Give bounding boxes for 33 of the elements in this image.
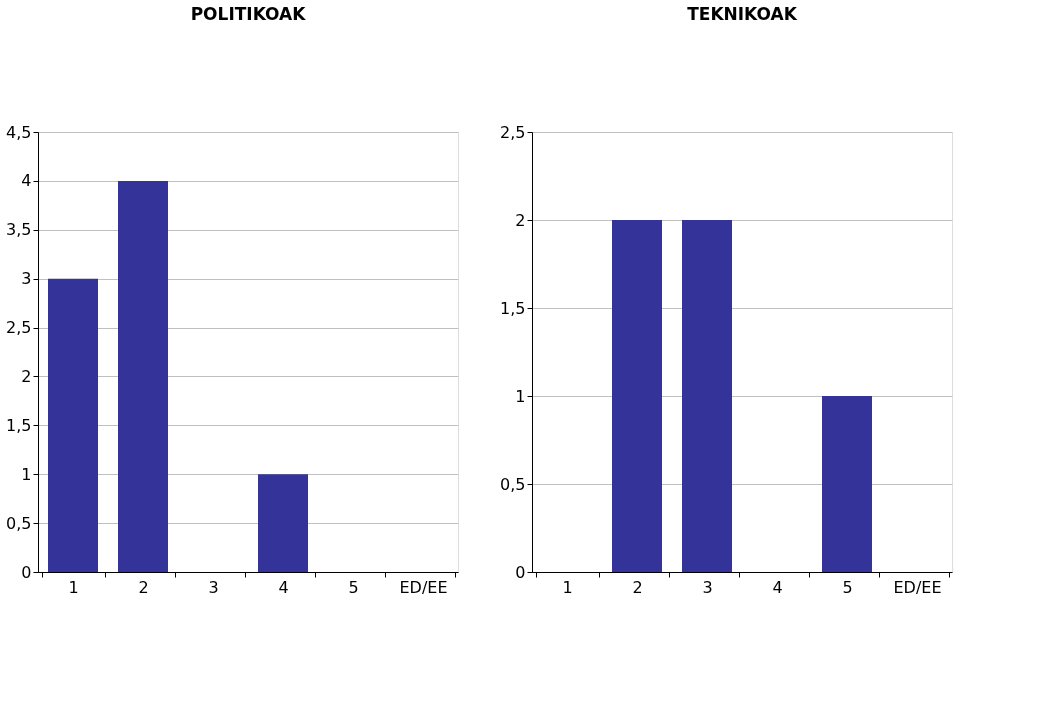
x-tick-label: 3 [702, 577, 713, 597]
x-tick-label: 3 [208, 577, 219, 597]
y-tick-label: 2 [515, 210, 526, 230]
bar [118, 180, 168, 572]
bar [48, 278, 98, 572]
x-tick-label: 2 [138, 577, 149, 597]
chart-title: POLITIKOAK [190, 4, 307, 24]
y-tick-label: 4,5 [6, 122, 32, 142]
y-tick-label: 0 [21, 562, 32, 582]
x-tick-label: 5 [842, 577, 853, 597]
y-tick-label: 4 [21, 171, 32, 191]
chart-title: TEKNIKOAK [687, 4, 798, 24]
y-tick-label: 0,5 [500, 474, 526, 494]
y-tick-label: 1,5 [500, 298, 526, 318]
x-tick-label: 1 [68, 577, 79, 597]
x-tick-label: 2 [632, 577, 643, 597]
x-tick-label: 4 [772, 577, 783, 597]
y-tick-label: 3,5 [6, 220, 32, 240]
x-tick-label: 1 [562, 577, 573, 597]
x-tick-label: ED/EE [399, 577, 448, 597]
x-tick-label: ED/EE [893, 577, 942, 597]
y-tick-label: 0,5 [6, 513, 32, 533]
y-tick-label: 1 [515, 386, 526, 406]
y-tick-label: 0 [515, 562, 526, 582]
y-tick-label: 2,5 [500, 122, 526, 142]
y-tick-label: 1,5 [6, 415, 32, 435]
y-tick-label: 1 [21, 464, 32, 484]
y-tick-label: 3 [21, 269, 32, 289]
y-tick-label: 2 [21, 366, 32, 386]
y-tick-label: 2,5 [6, 318, 32, 338]
x-tick-label: 4 [278, 577, 289, 597]
x-tick-label: 5 [348, 577, 359, 597]
bar [258, 474, 308, 572]
